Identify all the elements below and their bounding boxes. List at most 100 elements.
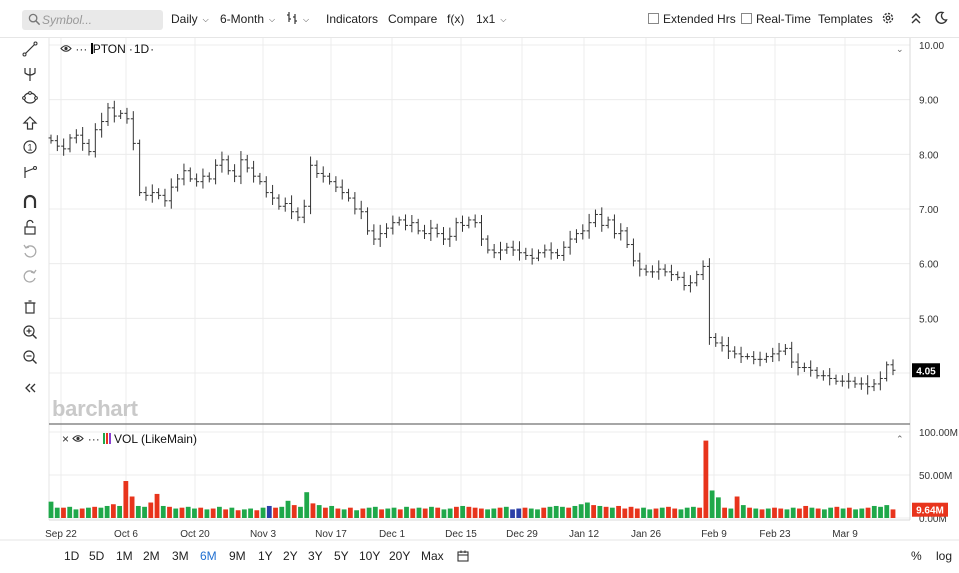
range-button-3m[interactable]: 3M bbox=[172, 549, 189, 563]
volume-bar bbox=[560, 506, 565, 518]
close-icon[interactable]: × bbox=[62, 432, 70, 446]
templates-button[interactable]: Templates bbox=[818, 12, 873, 26]
pitchfork-icon[interactable] bbox=[20, 65, 40, 83]
ohlc-bar bbox=[662, 264, 668, 277]
range-button-9m[interactable]: 9M bbox=[229, 549, 246, 563]
volume-bar bbox=[878, 506, 883, 518]
range-button-1d[interactable]: 1D bbox=[64, 549, 80, 563]
arrow-up-icon[interactable] bbox=[20, 114, 40, 132]
ohlc-bar bbox=[105, 102, 111, 126]
symbol-search[interactable] bbox=[22, 10, 163, 30]
range-button-1m[interactable]: 1M bbox=[116, 549, 133, 563]
ohlc-bar bbox=[301, 199, 307, 224]
price-legend[interactable]: ··· PTON ·1D· bbox=[60, 42, 154, 56]
ohlc-bar bbox=[599, 207, 605, 232]
checkbox[interactable] bbox=[741, 13, 752, 24]
eye-icon[interactable] bbox=[60, 42, 75, 56]
volume-bar bbox=[853, 509, 858, 518]
volume-bar bbox=[784, 509, 790, 518]
price-axis[interactable]: 10.00 9.00 8.00 7.00 6.00 5.00 bbox=[919, 41, 944, 325]
volume-axis[interactable]: 100.00M 50.00M 0.00M bbox=[919, 428, 958, 525]
extended-hrs-toggle[interactable]: Extended Hrs bbox=[648, 10, 736, 28]
collapse-up-icon[interactable] bbox=[910, 11, 922, 30]
volume-bar bbox=[273, 507, 278, 518]
volume-bar bbox=[597, 505, 603, 518]
zoom-in-icon[interactable] bbox=[20, 323, 40, 341]
search-input[interactable] bbox=[42, 12, 157, 28]
date-tick-label: Nov 3 bbox=[250, 529, 277, 540]
range-button-20y[interactable]: 20Y bbox=[389, 549, 411, 563]
search-icon bbox=[28, 13, 41, 26]
range-button-3y[interactable]: 3Y bbox=[308, 549, 323, 563]
bar-type-dropdown[interactable]: ⌵ bbox=[286, 10, 309, 29]
trash-icon[interactable] bbox=[20, 298, 40, 316]
ohlc-bar bbox=[333, 176, 339, 193]
ohlc-bar bbox=[263, 176, 269, 198]
percent-scale-button[interactable]: % bbox=[911, 549, 922, 563]
volume-tick-label: 50.00M bbox=[919, 471, 952, 482]
collapse-left-icon[interactable] bbox=[20, 379, 40, 397]
pane-chevron-down-icon[interactable]: ⌄ bbox=[896, 44, 904, 54]
range-button-5y[interactable]: 5Y bbox=[334, 549, 349, 563]
volume-bar bbox=[391, 507, 397, 518]
drawing-toolbar: 1 bbox=[0, 38, 46, 558]
magnet-icon[interactable] bbox=[20, 193, 40, 211]
range-button-6m[interactable]: 6M bbox=[200, 549, 217, 563]
layout-dropdown[interactable]: 1x1 ⌵ bbox=[476, 10, 506, 29]
volume-bar bbox=[154, 493, 160, 518]
ohlc-bar bbox=[213, 159, 219, 185]
range-button-max[interactable]: Max bbox=[421, 549, 444, 563]
volume-bar bbox=[354, 510, 360, 518]
ohlc-bar bbox=[371, 224, 377, 245]
volume-bar bbox=[148, 502, 154, 518]
range-button-1y[interactable]: 1Y bbox=[258, 549, 273, 563]
volume-bar bbox=[603, 506, 609, 518]
redo-icon[interactable] bbox=[20, 267, 40, 285]
ohlc-bar bbox=[434, 223, 440, 238]
range-button-10y[interactable]: 10Y bbox=[359, 549, 381, 563]
calendar-icon[interactable] bbox=[457, 550, 469, 566]
more-options-icon[interactable]: ··· bbox=[87, 432, 100, 446]
interval-dropdown[interactable]: Daily ⌵ bbox=[171, 10, 209, 29]
volume-bar bbox=[541, 507, 547, 518]
period-dropdown[interactable]: 6-Month ⌵ bbox=[220, 10, 275, 29]
shape-icon[interactable] bbox=[20, 89, 40, 107]
last-price-label: 4.05 bbox=[916, 366, 936, 377]
function-button[interactable]: f(x) bbox=[447, 12, 465, 26]
zoom-out-icon[interactable] bbox=[20, 348, 40, 366]
range-button-2y[interactable]: 2Y bbox=[283, 549, 298, 563]
pane-chevron-up-icon[interactable]: ⌃ bbox=[896, 434, 904, 444]
measure-icon[interactable] bbox=[20, 163, 40, 181]
real-time-toggle[interactable]: Real-Time bbox=[741, 10, 811, 28]
range-button-2m[interactable]: 2M bbox=[143, 549, 160, 563]
volume-bar bbox=[279, 506, 285, 518]
dark-mode-moon-icon[interactable] bbox=[934, 11, 948, 30]
unlock-icon[interactable] bbox=[20, 218, 40, 236]
trend-line-icon[interactable] bbox=[20, 40, 40, 58]
volume-bar bbox=[871, 505, 877, 518]
ohlc-bar bbox=[656, 260, 662, 280]
volume-bar bbox=[828, 507, 834, 518]
settings-gear-icon[interactable] bbox=[881, 11, 895, 30]
volume-bar bbox=[260, 507, 266, 518]
ohlc-bar bbox=[61, 138, 67, 156]
compare-button[interactable]: Compare bbox=[388, 12, 438, 26]
log-scale-button[interactable]: log bbox=[936, 549, 953, 563]
numbered-marker-icon[interactable]: 1 bbox=[20, 138, 40, 156]
volume-bar bbox=[329, 505, 335, 518]
date-axis[interactable]: Sep 22 Oct 6 Oct 20 Nov 3 Nov 17 Dec 1 Dec 15 D… bbox=[45, 529, 858, 540]
ohlc-bar bbox=[225, 155, 231, 175]
ohlc-bar bbox=[194, 173, 200, 187]
ohlc-bar bbox=[529, 248, 535, 265]
eye-icon[interactable] bbox=[72, 432, 87, 446]
indicators-button[interactable]: Indicators bbox=[326, 12, 379, 26]
volume-legend[interactable]: × ··· VOL (LikeMain) bbox=[62, 432, 197, 446]
undo-icon[interactable] bbox=[20, 242, 40, 260]
more-options-icon[interactable]: ··· bbox=[75, 42, 88, 56]
date-tick-label: Oct 6 bbox=[114, 529, 138, 540]
range-button-5d[interactable]: 5D bbox=[89, 549, 105, 563]
ohlc-bar bbox=[118, 110, 124, 120]
volume-bar bbox=[210, 508, 216, 518]
checkbox[interactable] bbox=[648, 13, 659, 24]
